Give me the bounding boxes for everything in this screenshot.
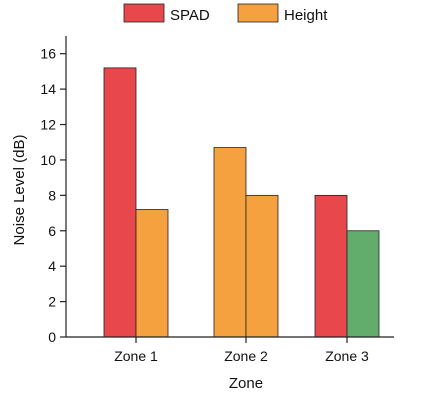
y-tick-label: 14 [40,81,56,97]
x-tick-label: Zone 2 [224,348,268,364]
bar [103,67,137,338]
bar [346,230,380,338]
legend-label: SPAD [170,7,210,24]
y-tick-label: 6 [48,223,56,239]
y-tick-label: 0 [48,329,56,345]
bar [213,147,247,338]
bar [245,194,279,338]
bars [103,67,380,338]
ticks: 0 2 4 6 8 10 12 14 16 Zone 1 Zone 2 Zone 3 [40,46,369,364]
x-axis-title: Zone [229,375,263,392]
bar [314,194,348,338]
legend-swatch [123,3,165,23]
legend: SPAD Height [123,3,328,24]
x-tick-label: Zone 3 [325,348,369,364]
y-tick-label: 4 [48,258,56,274]
y-tick-label: 2 [48,294,56,310]
legend-label: Height [284,7,328,24]
bar [135,209,169,338]
y-axis-title: Noise Level (dB) [11,135,28,246]
axes [65,36,394,338]
y-tick-label: 16 [40,46,56,62]
y-tick-label: 8 [48,187,56,203]
y-tick-label: 10 [40,152,56,168]
y-tick-label: 12 [40,117,56,133]
x-tick-label: Zone 1 [114,348,158,364]
legend-swatch [237,3,279,23]
